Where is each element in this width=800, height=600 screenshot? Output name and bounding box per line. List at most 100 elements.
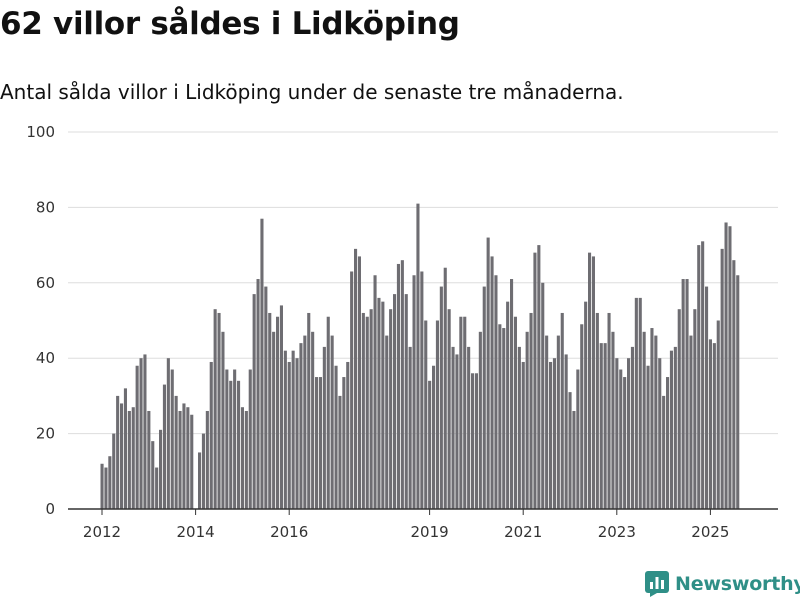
bar xyxy=(736,275,740,509)
bar xyxy=(455,354,459,509)
bar xyxy=(658,358,662,509)
bar xyxy=(100,463,104,509)
bar xyxy=(732,260,736,509)
bar xyxy=(611,331,615,509)
bar xyxy=(666,377,670,509)
bar xyxy=(209,361,213,509)
bar xyxy=(498,324,502,509)
bar xyxy=(560,312,564,509)
y-tick-label: 60 xyxy=(36,274,55,292)
bar xyxy=(174,395,178,509)
bar xyxy=(705,286,709,509)
y-tick-label: 80 xyxy=(36,198,55,216)
bar xyxy=(299,343,303,509)
bar xyxy=(599,343,603,509)
bar xyxy=(412,275,416,509)
bar xyxy=(233,369,237,509)
x-tick-label: 2021 xyxy=(504,523,542,541)
bar xyxy=(432,365,436,509)
bar xyxy=(537,245,541,509)
bar xyxy=(276,316,280,509)
bar xyxy=(260,218,264,509)
bar xyxy=(221,331,225,509)
bar xyxy=(330,335,334,509)
bar xyxy=(311,331,315,509)
bar xyxy=(112,433,116,509)
bar xyxy=(533,252,537,509)
bar xyxy=(728,226,732,509)
bar xyxy=(689,335,693,509)
bar xyxy=(588,252,592,509)
bar xyxy=(467,346,471,509)
bar xyxy=(400,260,404,509)
bar xyxy=(471,373,475,509)
bar xyxy=(595,312,599,509)
bar xyxy=(701,241,705,509)
bar xyxy=(525,331,529,509)
bar xyxy=(361,312,365,509)
bar xyxy=(712,343,716,509)
bar xyxy=(572,410,576,509)
x-tick-label: 2023 xyxy=(598,523,636,541)
bar xyxy=(389,309,393,509)
bar-chart: 0 20 40 60 80 100 2012 2014 2016 2019 2021 2023 2025… xyxy=(26,0,778,541)
x-tick-label: 2016 xyxy=(270,523,308,541)
bar xyxy=(178,410,182,509)
bar xyxy=(517,346,521,509)
chart-subtitle: Antal sålda villor i Lidköping under de … xyxy=(0,80,624,104)
bar xyxy=(576,369,580,509)
bar xyxy=(591,256,595,509)
bar xyxy=(350,271,354,509)
brand-logo: Newsworthy xyxy=(645,569,800,599)
bar xyxy=(568,392,572,509)
bar xyxy=(252,294,256,509)
bar xyxy=(447,309,451,509)
bar xyxy=(303,335,307,509)
bar xyxy=(342,377,346,509)
bar xyxy=(486,237,490,509)
bar xyxy=(147,410,151,509)
bar xyxy=(556,335,560,509)
bar xyxy=(619,369,623,509)
bar xyxy=(521,361,525,509)
bar xyxy=(494,275,498,509)
bar xyxy=(607,312,611,509)
bar xyxy=(295,358,299,509)
brand-name: Newsworthy xyxy=(675,573,800,595)
bar xyxy=(385,335,389,509)
bar xyxy=(346,361,350,509)
bar xyxy=(135,365,139,509)
bar xyxy=(182,403,186,509)
bar xyxy=(506,301,510,509)
bar xyxy=(404,294,408,509)
bar xyxy=(424,320,428,509)
bar xyxy=(420,271,424,509)
bar xyxy=(248,369,252,509)
y-tick-label: 0 xyxy=(45,500,55,518)
bar xyxy=(393,294,397,509)
bar xyxy=(291,350,295,509)
bar xyxy=(326,316,330,509)
bar xyxy=(584,301,588,509)
bar xyxy=(416,203,420,509)
bar xyxy=(322,346,326,509)
bar xyxy=(186,407,190,509)
bar xyxy=(139,358,143,509)
bar xyxy=(116,395,120,509)
bar xyxy=(396,263,400,509)
bar xyxy=(627,358,631,509)
bar xyxy=(279,305,283,509)
bar xyxy=(513,316,517,509)
bar xyxy=(552,358,556,509)
bar xyxy=(151,441,155,509)
bar xyxy=(549,361,553,509)
bar xyxy=(268,312,272,509)
bar xyxy=(693,309,697,509)
y-tick-label: 20 xyxy=(36,425,55,443)
data-label: 62 xyxy=(735,0,755,4)
bar xyxy=(443,267,447,509)
bar xyxy=(190,414,194,509)
bar xyxy=(334,365,338,509)
bar xyxy=(681,279,685,509)
bar xyxy=(673,346,677,509)
